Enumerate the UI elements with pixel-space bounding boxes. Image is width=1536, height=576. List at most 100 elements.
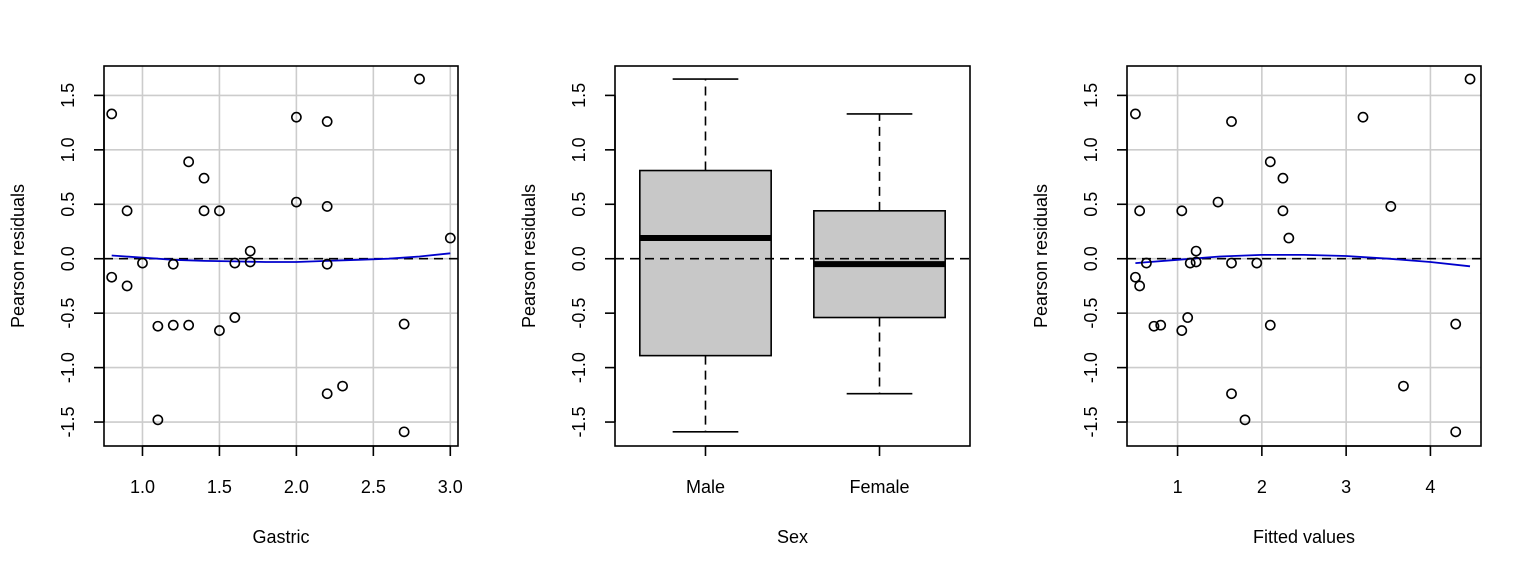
data-point <box>444 232 456 244</box>
y-axis-title: Pearson residuals <box>1031 184 1051 328</box>
data-point <box>214 325 225 336</box>
data-point <box>152 414 164 426</box>
data-point <box>244 245 256 257</box>
data-point <box>121 280 133 292</box>
plot-frame <box>1126 65 1482 447</box>
data-point <box>321 388 333 400</box>
data-point <box>1464 73 1476 85</box>
data-point <box>1140 257 1152 269</box>
y-tick-label: 0.0 <box>1081 246 1101 271</box>
data-point <box>1190 256 1202 268</box>
data-point <box>183 319 195 331</box>
x-tick-label: 2.0 <box>284 477 309 497</box>
y-tick-label: -0.5 <box>1081 298 1101 329</box>
data-point <box>1130 271 1141 283</box>
data-point <box>1182 312 1194 323</box>
y-tick-label: 0.5 <box>569 192 589 217</box>
y-tick-label: 0.5 <box>58 192 78 217</box>
data-point <box>1264 156 1276 168</box>
data-point <box>137 257 148 269</box>
data-point <box>167 258 179 270</box>
data-point <box>1190 245 1202 257</box>
data-point <box>1239 414 1251 426</box>
data-point <box>1385 201 1397 212</box>
y-axis-title: Pearson residuals <box>519 184 539 328</box>
y-tick-label: 1.0 <box>1081 137 1101 162</box>
y-tick-label: 1.0 <box>569 137 589 162</box>
panel-gastric-residuals: 1.0 1.5 2.0 2.5 3.0 -1.5 -1.0 -0.5 0.0 0.5 1.0 1.5 G… <box>8 65 463 547</box>
x-tick-label: 3 <box>1341 477 1351 497</box>
y-tick-label: 1.5 <box>569 83 589 108</box>
x-tick-label: 4 <box>1425 477 1435 497</box>
x-tick-label: Female <box>849 477 909 497</box>
y-tick-label: 1.0 <box>58 137 78 162</box>
data-point <box>198 205 210 217</box>
panel-fitted-residuals: 1 2 3 4 -1.5 -1.0 -0.5 0.0 0.5 1.0 1.5 Fitted value… <box>1031 65 1482 547</box>
x-tick-label: 1.0 <box>130 477 155 497</box>
data-point <box>290 196 302 208</box>
plot-frame <box>103 65 459 447</box>
y-tick-label: -1.5 <box>1081 407 1101 438</box>
data-point <box>1176 325 1188 336</box>
data-point <box>414 73 425 85</box>
data-point <box>1130 108 1141 120</box>
x-tick-label: 2.5 <box>361 477 386 497</box>
data-point <box>1176 205 1188 217</box>
data-point <box>1450 426 1462 438</box>
box-iqr <box>639 169 772 357</box>
data-point <box>321 116 333 127</box>
data-point <box>1134 205 1146 217</box>
data-point <box>1226 116 1237 127</box>
y-tick-label: 0.5 <box>1081 192 1101 217</box>
data-point <box>244 256 256 268</box>
data-point <box>106 271 118 283</box>
y-tick-label: -1.0 <box>58 352 78 383</box>
y-tick-label: -1.5 <box>569 407 589 438</box>
y-tick-label: -0.5 <box>58 298 78 329</box>
data-point <box>1251 257 1263 269</box>
data-point <box>1357 111 1369 123</box>
y-tick-label: -1.0 <box>569 352 589 383</box>
y-tick-label: 1.5 <box>1081 83 1101 108</box>
data-point <box>321 201 333 212</box>
data-point <box>214 205 225 217</box>
data-point <box>1264 319 1276 331</box>
data-point <box>1212 196 1224 208</box>
smooth-curve <box>111 252 451 263</box>
x-axis-title: Gastric <box>252 527 309 547</box>
panel-sex-boxplot: Male Female -1.5 -1.0 -0.5 0.0 0.5 1.0 1.5 Sex Pea… <box>519 65 971 547</box>
data-point <box>1226 257 1237 269</box>
data-point <box>1155 319 1167 331</box>
y-tick-label: 0.0 <box>569 246 589 271</box>
data-point <box>1148 320 1160 332</box>
y-tick-label: -0.5 <box>569 298 589 329</box>
x-tick-label: 2 <box>1257 477 1267 497</box>
data-point <box>198 172 210 184</box>
x-tick-label: 3.0 <box>438 477 463 497</box>
y-tick-label: 0.0 <box>58 246 78 271</box>
y-tick-label: -1.0 <box>1081 352 1101 383</box>
data-point <box>1398 380 1409 392</box>
data-point <box>1134 280 1146 292</box>
data-point <box>1277 205 1289 217</box>
data-point <box>321 258 333 270</box>
data-point <box>229 257 241 269</box>
y-tick-label: -1.5 <box>58 407 78 438</box>
data-point <box>398 426 410 438</box>
y-tick-label: 1.5 <box>58 83 78 108</box>
data-point <box>290 111 302 123</box>
data-point <box>167 319 179 331</box>
y-axis-title: Pearson residuals <box>8 184 28 328</box>
x-tick-label: 1 <box>1173 477 1183 497</box>
data-point <box>229 312 241 323</box>
x-axis-title: Fitted values <box>1253 527 1355 547</box>
x-tick-label: 1.5 <box>207 477 232 497</box>
data-point <box>1277 172 1289 184</box>
data-point <box>1450 318 1462 330</box>
data-point <box>337 380 348 392</box>
data-point <box>106 108 118 120</box>
data-point <box>1283 232 1295 244</box>
data-point <box>398 318 410 330</box>
data-point <box>1226 388 1237 400</box>
